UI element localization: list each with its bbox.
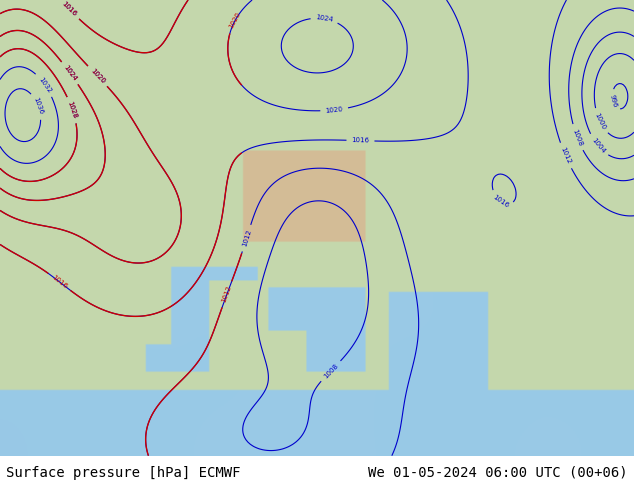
Text: 1012: 1012 <box>559 147 572 165</box>
Text: 1016: 1016 <box>491 194 510 209</box>
Text: 1016: 1016 <box>60 0 77 18</box>
Text: 1020: 1020 <box>325 106 344 114</box>
Text: 1024: 1024 <box>62 64 77 82</box>
Text: 1020: 1020 <box>89 68 106 85</box>
Text: 1020: 1020 <box>228 11 242 30</box>
Text: 1024: 1024 <box>62 64 77 82</box>
Text: We 01-05-2024 06:00 UTC (00+06): We 01-05-2024 06:00 UTC (00+06) <box>368 466 628 480</box>
Text: 1016: 1016 <box>51 274 68 290</box>
Text: 1028: 1028 <box>67 100 78 120</box>
Text: 1032: 1032 <box>37 75 52 94</box>
Text: Surface pressure [hPa] ECMWF: Surface pressure [hPa] ECMWF <box>6 466 241 480</box>
Text: 1004: 1004 <box>590 137 606 154</box>
Text: 1016: 1016 <box>60 0 77 18</box>
Text: 1024: 1024 <box>315 14 333 23</box>
Text: 1016: 1016 <box>351 137 370 144</box>
Text: 1028: 1028 <box>67 100 78 120</box>
Text: 1000: 1000 <box>593 112 607 131</box>
Text: 1008: 1008 <box>322 363 339 380</box>
Text: 1012: 1012 <box>221 285 233 304</box>
Text: 1020: 1020 <box>89 68 106 85</box>
Text: 996: 996 <box>608 94 618 108</box>
Text: 1012: 1012 <box>241 229 252 247</box>
Text: 1008: 1008 <box>571 128 583 147</box>
Text: 1036: 1036 <box>32 97 44 116</box>
